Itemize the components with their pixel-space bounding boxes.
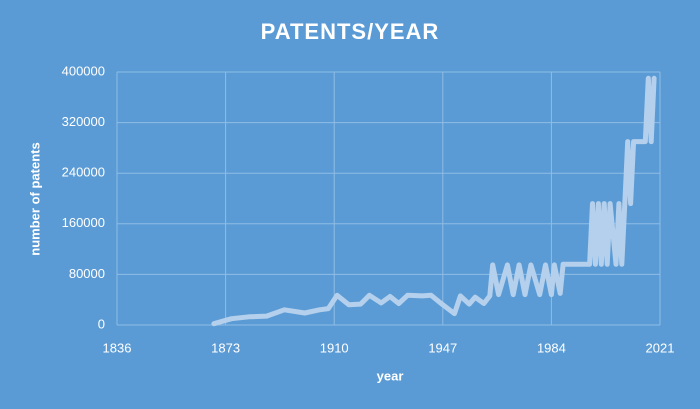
x-tick-label: 1873 xyxy=(211,340,240,355)
y-tick-label: 240000 xyxy=(62,165,105,180)
x-tick-label: 1910 xyxy=(320,340,349,355)
y-axis-label: number of patents xyxy=(27,142,42,255)
x-tick-label: 1836 xyxy=(103,340,132,355)
x-tick-label: 1947 xyxy=(428,340,457,355)
y-tick-label: 80000 xyxy=(69,266,105,281)
x-axis-label: year xyxy=(377,368,404,383)
y-tick-label: 400000 xyxy=(62,63,105,78)
x-tick-label: 2021 xyxy=(646,340,675,355)
x-tick-label: 1984 xyxy=(537,340,566,355)
y-tick-label: 160000 xyxy=(62,215,105,230)
chart-title: PATENTS/YEAR xyxy=(261,19,440,44)
y-tick-label: 320000 xyxy=(62,114,105,129)
y-tick-label: 0 xyxy=(98,316,105,331)
